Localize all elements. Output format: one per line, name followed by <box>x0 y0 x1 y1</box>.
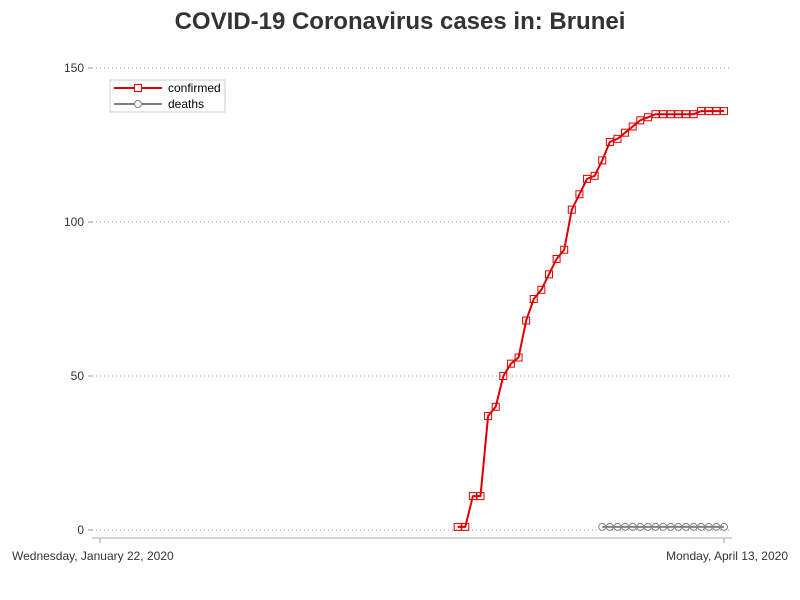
data-point-confirmed <box>575 190 584 199</box>
data-point-deaths <box>628 522 637 531</box>
series-group <box>453 107 728 531</box>
data-point-confirmed <box>552 254 561 263</box>
data-point-confirmed <box>544 270 553 279</box>
y-tick-label: 150 <box>64 61 84 75</box>
data-point-confirmed <box>643 113 652 122</box>
data-point-confirmed <box>621 128 630 137</box>
data-point-deaths <box>643 522 652 531</box>
x-tick-label: Wednesday, January 22, 2020 <box>12 549 174 563</box>
data-point-confirmed <box>567 205 576 214</box>
data-point-confirmed <box>583 174 592 183</box>
data-point-deaths <box>598 522 607 531</box>
data-point-confirmed <box>560 245 569 254</box>
data-point-confirmed <box>613 134 622 143</box>
x-axis-ticks: Wednesday, January 22, 2020 Monday, April… <box>12 538 788 563</box>
data-point-deaths <box>697 522 706 531</box>
data-point-confirmed <box>484 412 493 421</box>
y-axis-ticks: 0 50 100 150 <box>64 61 92 537</box>
data-point-deaths <box>689 522 698 531</box>
data-point-deaths <box>704 522 713 531</box>
data-point-confirmed <box>605 137 614 146</box>
data-point-confirmed <box>712 107 721 116</box>
data-point-confirmed <box>704 107 713 116</box>
data-point-confirmed <box>651 110 660 119</box>
data-point-deaths <box>605 522 614 531</box>
data-point-confirmed <box>659 110 668 119</box>
y-tick-label: 50 <box>71 369 85 383</box>
data-point-confirmed <box>468 492 477 501</box>
data-point-confirmed <box>461 522 470 531</box>
chart-title: COVID-19 Coronavirus cases in: Brunei <box>174 8 626 35</box>
data-point-deaths <box>681 522 690 531</box>
legend-label-deaths: deaths <box>168 97 204 111</box>
data-point-confirmed <box>453 522 462 531</box>
data-point-confirmed <box>598 156 607 165</box>
y-tick-label: 0 <box>77 523 84 537</box>
data-point-confirmed <box>674 110 683 119</box>
data-point-confirmed <box>491 402 500 411</box>
data-point-deaths <box>651 522 660 531</box>
data-point-confirmed <box>666 110 675 119</box>
data-point-confirmed <box>514 353 523 362</box>
data-point-deaths <box>636 522 645 531</box>
gridlines <box>92 67 732 531</box>
data-point-confirmed <box>499 372 508 380</box>
data-point-deaths <box>712 522 721 531</box>
data-point-confirmed <box>506 359 515 368</box>
x-tick-label: Monday, April 13, 2020 <box>666 549 788 563</box>
data-point-confirmed <box>537 285 546 294</box>
data-point-confirmed <box>476 492 485 501</box>
legend-box <box>109 79 226 113</box>
data-point-confirmed <box>628 122 637 131</box>
legend-marker-deaths <box>134 100 142 108</box>
data-point-deaths <box>621 522 630 531</box>
legend-marker-confirmed <box>134 84 142 92</box>
data-point-confirmed <box>636 116 645 125</box>
data-point-confirmed <box>720 107 728 116</box>
data-point-deaths <box>659 522 668 531</box>
data-point-confirmed <box>697 107 706 116</box>
data-point-deaths <box>613 522 622 531</box>
data-point-confirmed <box>529 295 538 303</box>
y-tick-label: 100 <box>64 215 84 229</box>
data-point-confirmed <box>689 110 698 119</box>
data-point-deaths <box>666 522 675 531</box>
data-point-deaths <box>720 522 728 531</box>
data-point-confirmed <box>522 316 531 325</box>
legend-label-confirmed: confirmed <box>168 81 221 95</box>
data-point-confirmed <box>590 171 599 180</box>
data-point-confirmed <box>681 110 690 119</box>
legend: confirmed deaths <box>109 79 226 113</box>
data-point-deaths <box>674 522 683 531</box>
